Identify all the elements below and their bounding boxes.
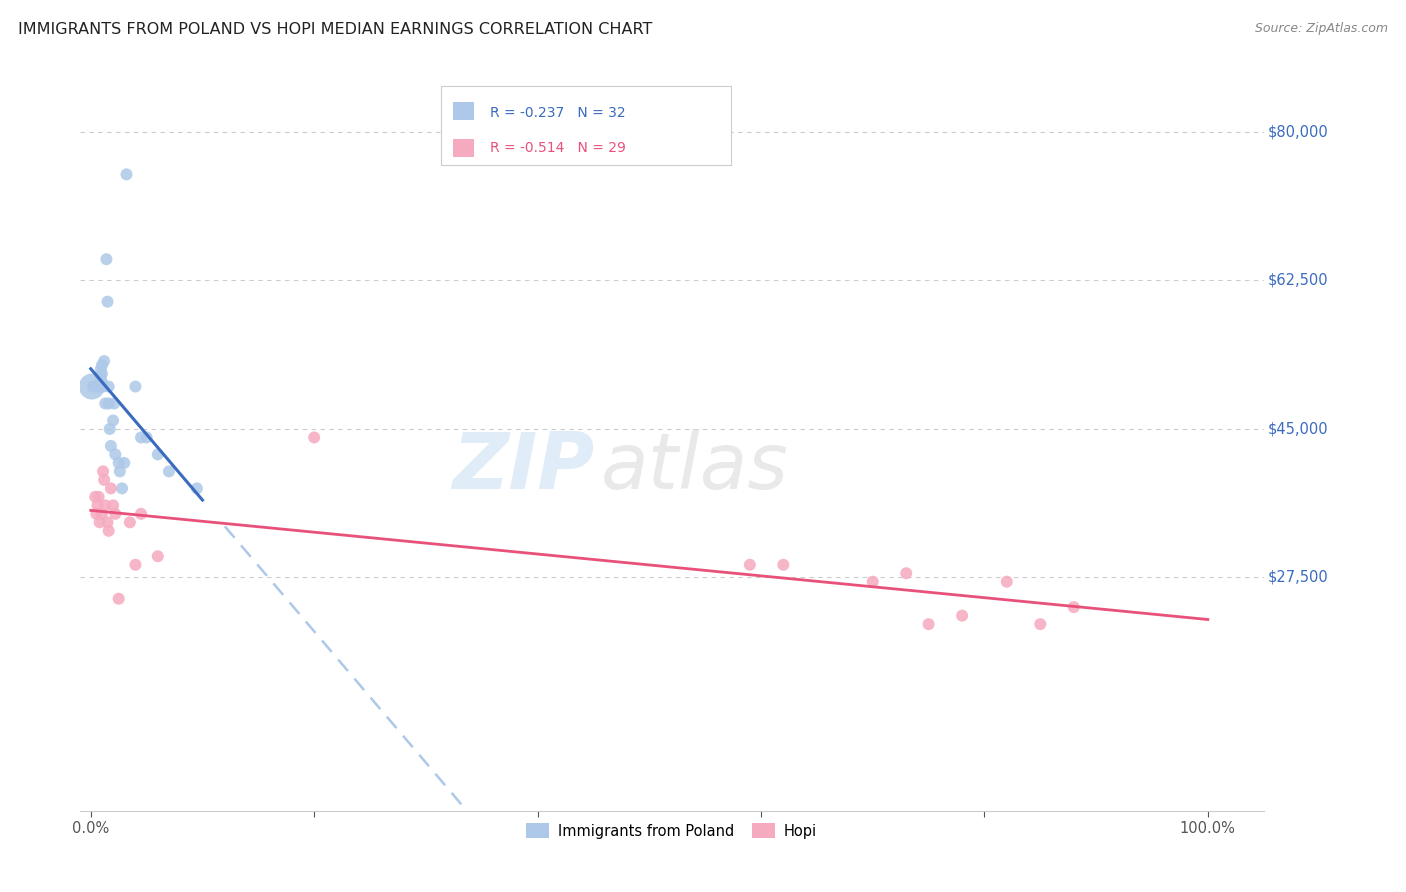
Point xyxy=(90,367,112,381)
Point xyxy=(772,558,794,572)
Text: Source: ZipAtlas.com: Source: ZipAtlas.com xyxy=(1254,22,1388,36)
Point xyxy=(90,371,112,385)
Text: $62,500: $62,500 xyxy=(1267,273,1327,288)
Point xyxy=(995,574,1018,589)
Point xyxy=(101,499,124,513)
Point xyxy=(86,507,108,521)
Point xyxy=(89,516,111,530)
Point xyxy=(302,430,325,444)
Point xyxy=(146,447,169,461)
Point xyxy=(80,379,103,393)
Point xyxy=(896,566,918,581)
Point xyxy=(118,516,141,530)
Point xyxy=(97,524,120,538)
Point xyxy=(135,430,157,444)
Point xyxy=(90,507,112,521)
Point xyxy=(107,456,129,470)
Point xyxy=(96,294,118,309)
Text: R = -0.514   N = 29: R = -0.514 N = 29 xyxy=(491,142,626,155)
FancyBboxPatch shape xyxy=(440,87,731,165)
Point xyxy=(98,422,121,436)
Point xyxy=(103,396,125,410)
Point xyxy=(112,456,135,470)
Text: $27,500: $27,500 xyxy=(1267,570,1329,585)
Text: ZIP: ZIP xyxy=(453,429,595,506)
Point xyxy=(87,490,110,504)
Point xyxy=(129,507,152,521)
Point xyxy=(124,558,146,572)
Point xyxy=(96,252,118,267)
Point xyxy=(100,481,122,495)
Point xyxy=(107,591,129,606)
Point xyxy=(862,574,884,589)
Point xyxy=(108,464,131,478)
Point xyxy=(90,376,112,390)
Point xyxy=(96,516,118,530)
Point xyxy=(917,617,939,632)
Point xyxy=(186,481,208,495)
Text: R = -0.237   N = 32: R = -0.237 N = 32 xyxy=(491,105,626,120)
Point xyxy=(82,379,104,393)
Point xyxy=(91,379,114,393)
Point xyxy=(94,396,117,410)
Text: $45,000: $45,000 xyxy=(1267,421,1327,436)
Point xyxy=(738,558,761,572)
Point xyxy=(115,167,138,181)
Point xyxy=(111,481,134,495)
Point xyxy=(97,379,120,393)
Point xyxy=(157,464,180,478)
Point xyxy=(93,354,115,368)
Point xyxy=(101,413,124,427)
Point xyxy=(94,499,117,513)
Point xyxy=(93,473,115,487)
Text: atlas: atlas xyxy=(600,429,789,506)
Point xyxy=(1063,600,1085,615)
Point xyxy=(89,379,111,393)
Point xyxy=(146,549,169,564)
Point xyxy=(86,379,108,393)
Point xyxy=(90,359,112,373)
Point xyxy=(129,430,152,444)
Point xyxy=(91,464,114,478)
FancyBboxPatch shape xyxy=(453,102,474,120)
Point xyxy=(86,499,108,513)
Point xyxy=(124,379,146,393)
Point xyxy=(87,379,110,393)
Text: $80,000: $80,000 xyxy=(1267,125,1329,139)
Legend: Immigrants from Poland, Hopi: Immigrants from Poland, Hopi xyxy=(520,818,823,845)
Point xyxy=(104,447,127,461)
Point xyxy=(90,362,112,376)
Point xyxy=(100,439,122,453)
Point xyxy=(104,507,127,521)
Point xyxy=(950,608,973,623)
Point xyxy=(1029,617,1052,632)
FancyBboxPatch shape xyxy=(453,139,474,157)
Text: IMMIGRANTS FROM POLAND VS HOPI MEDIAN EARNINGS CORRELATION CHART: IMMIGRANTS FROM POLAND VS HOPI MEDIAN EA… xyxy=(18,22,652,37)
Point xyxy=(97,396,120,410)
Point xyxy=(84,490,107,504)
